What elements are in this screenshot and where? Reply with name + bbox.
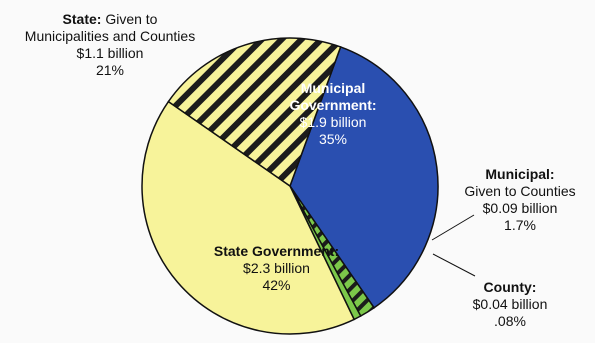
pie-slice-state-government <box>141 100 356 335</box>
label-municipal-government-pct: 35% <box>318 131 348 147</box>
leader-line-municipal-given <box>431 214 475 241</box>
label-municipal-government-line1: Municipal <box>300 80 366 96</box>
pie-slice-state-given-to-municipalities-and-counties <box>167 37 342 188</box>
pie-slice-municipal-government <box>289 45 439 309</box>
label-state-given-bold: State: <box>62 11 102 27</box>
label-state-given-pct: 21% <box>95 62 125 78</box>
label-county-bold: County: <box>483 279 537 295</box>
label-state-government-amount: $2.3 billion <box>243 260 310 276</box>
label-state-given-rest: Given to <box>101 11 158 27</box>
label-state-given-line2: Municipalities and Counties <box>24 28 196 44</box>
label-state-government-bold: State Government: <box>213 243 340 259</box>
label-municipal-given: Municipal: Given to Counties $0.09 billi… <box>455 166 585 234</box>
label-municipal-given-line2: Given to Counties <box>464 183 576 199</box>
label-state-given: State: Given to Municipalities and Count… <box>5 11 215 79</box>
label-municipal-government-line2: Government: <box>289 97 377 113</box>
label-municipal-given-amount: $0.09 billion <box>482 200 558 216</box>
label-municipal-given-pct: 1.7% <box>504 217 536 233</box>
label-municipal-government-amount: $1.9 billion <box>299 114 367 130</box>
label-state-government-pct: 42% <box>262 277 291 293</box>
label-county-pct: .08% <box>494 313 526 329</box>
label-county: County: $0.04 billion .08% <box>455 279 565 330</box>
label-municipal-given-bold: Municipal: <box>485 166 555 182</box>
label-county-amount: $0.04 billion <box>472 296 548 312</box>
label-state-government: State Government: $2.3 billion 42% <box>184 243 369 294</box>
leader-line-county <box>432 253 476 277</box>
label-state-given-amount: $1.1 billion <box>76 45 144 61</box>
label-municipal-government: Municipal Government: $1.9 billion 35% <box>278 80 388 148</box>
